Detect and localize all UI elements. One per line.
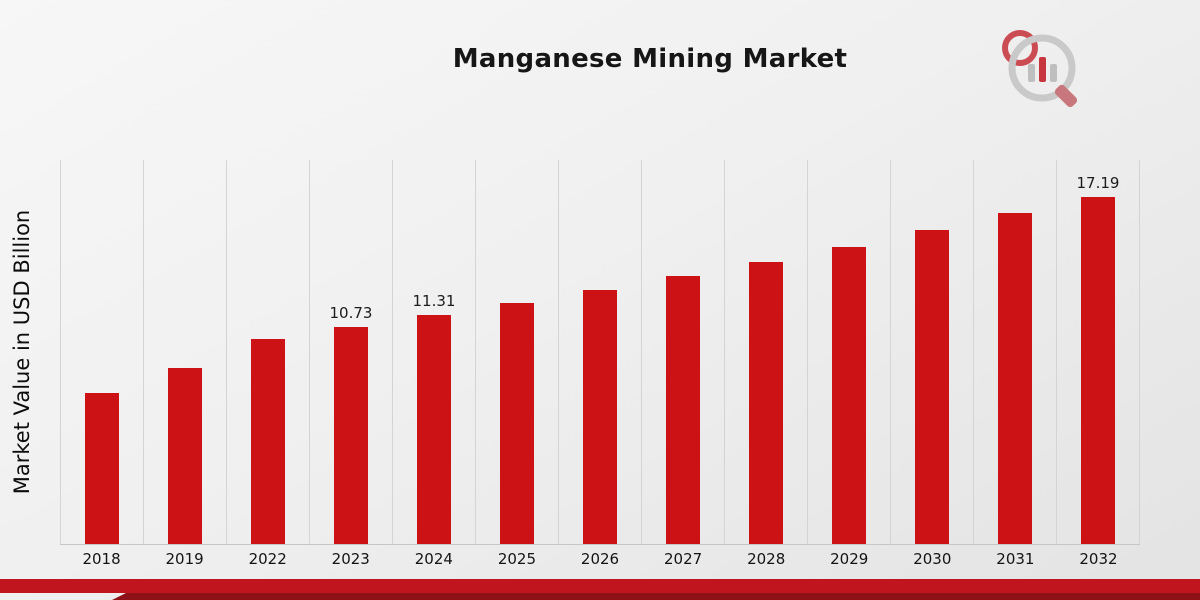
bar-2031 bbox=[998, 213, 1032, 544]
chart-column bbox=[641, 160, 724, 544]
x-axis-tick-label: 2023 bbox=[331, 550, 370, 568]
chart-column bbox=[475, 160, 558, 544]
bar-2025 bbox=[500, 303, 534, 544]
bar-2018 bbox=[85, 392, 119, 544]
chart-title: Manganese Mining Market bbox=[452, 44, 848, 74]
chart-column bbox=[807, 160, 890, 544]
bar-2030 bbox=[915, 230, 949, 544]
bar-value-label: 11.31 bbox=[412, 292, 456, 311]
bar-2032 bbox=[1081, 196, 1115, 544]
x-axis-tick-labels: 2018 2019 2022 2023 2024 2025 2026 2027 2028 2029… bbox=[60, 550, 1140, 568]
chart-column bbox=[890, 160, 973, 544]
bar-2028 bbox=[749, 261, 783, 544]
bar-2026 bbox=[583, 289, 617, 544]
chart-column: 10.73 bbox=[309, 160, 392, 544]
x-axis-tick-label: 2031 bbox=[996, 550, 1035, 568]
magnifier-barchart-logo-icon bbox=[1002, 30, 1078, 108]
x-axis-tick-label: 2032 bbox=[1079, 550, 1118, 568]
bar-columns: 10.73 11.31 17.19 bbox=[60, 160, 1140, 544]
x-axis-tick-label: 2022 bbox=[248, 550, 287, 568]
bar-value-label: 10.73 bbox=[329, 304, 373, 323]
x-axis-tick-label: 2018 bbox=[82, 550, 121, 568]
chart-column: 11.31 bbox=[392, 160, 475, 544]
bar-2029 bbox=[832, 246, 866, 544]
bar-2022 bbox=[251, 338, 285, 544]
chart-column bbox=[60, 160, 143, 544]
chart-column bbox=[226, 160, 309, 544]
chart-column: 17.19 bbox=[1056, 160, 1140, 544]
chart-column bbox=[724, 160, 807, 544]
footer-accent-bar bbox=[0, 579, 1200, 593]
x-axis-tick-label: 2027 bbox=[663, 550, 703, 568]
x-axis-tick-label: 2026 bbox=[580, 550, 620, 568]
x-axis-tick-label: 2030 bbox=[913, 550, 952, 568]
market-research-logo bbox=[996, 24, 1088, 116]
chart-column bbox=[973, 160, 1056, 544]
plot-area: 10.73 11.31 17.19 bbox=[60, 160, 1140, 545]
x-axis-tick-label: 2028 bbox=[747, 550, 786, 568]
bar-value-label: 17.19 bbox=[1076, 173, 1120, 192]
bar-2024 bbox=[417, 315, 451, 544]
bar-2023 bbox=[334, 327, 368, 544]
x-axis-tick-label: 2024 bbox=[414, 550, 453, 568]
bar-2019 bbox=[168, 367, 202, 544]
bar-2027 bbox=[666, 276, 700, 544]
footer-accent-bar-dark bbox=[112, 593, 1200, 600]
x-axis-tick-label: 2029 bbox=[830, 550, 869, 568]
chart-column bbox=[558, 160, 641, 544]
x-axis-tick-label: 2025 bbox=[497, 550, 537, 568]
y-axis-label: Market Value in USD Billion bbox=[10, 209, 34, 495]
chart-column bbox=[143, 160, 226, 544]
x-axis-tick-label: 2019 bbox=[165, 550, 204, 568]
